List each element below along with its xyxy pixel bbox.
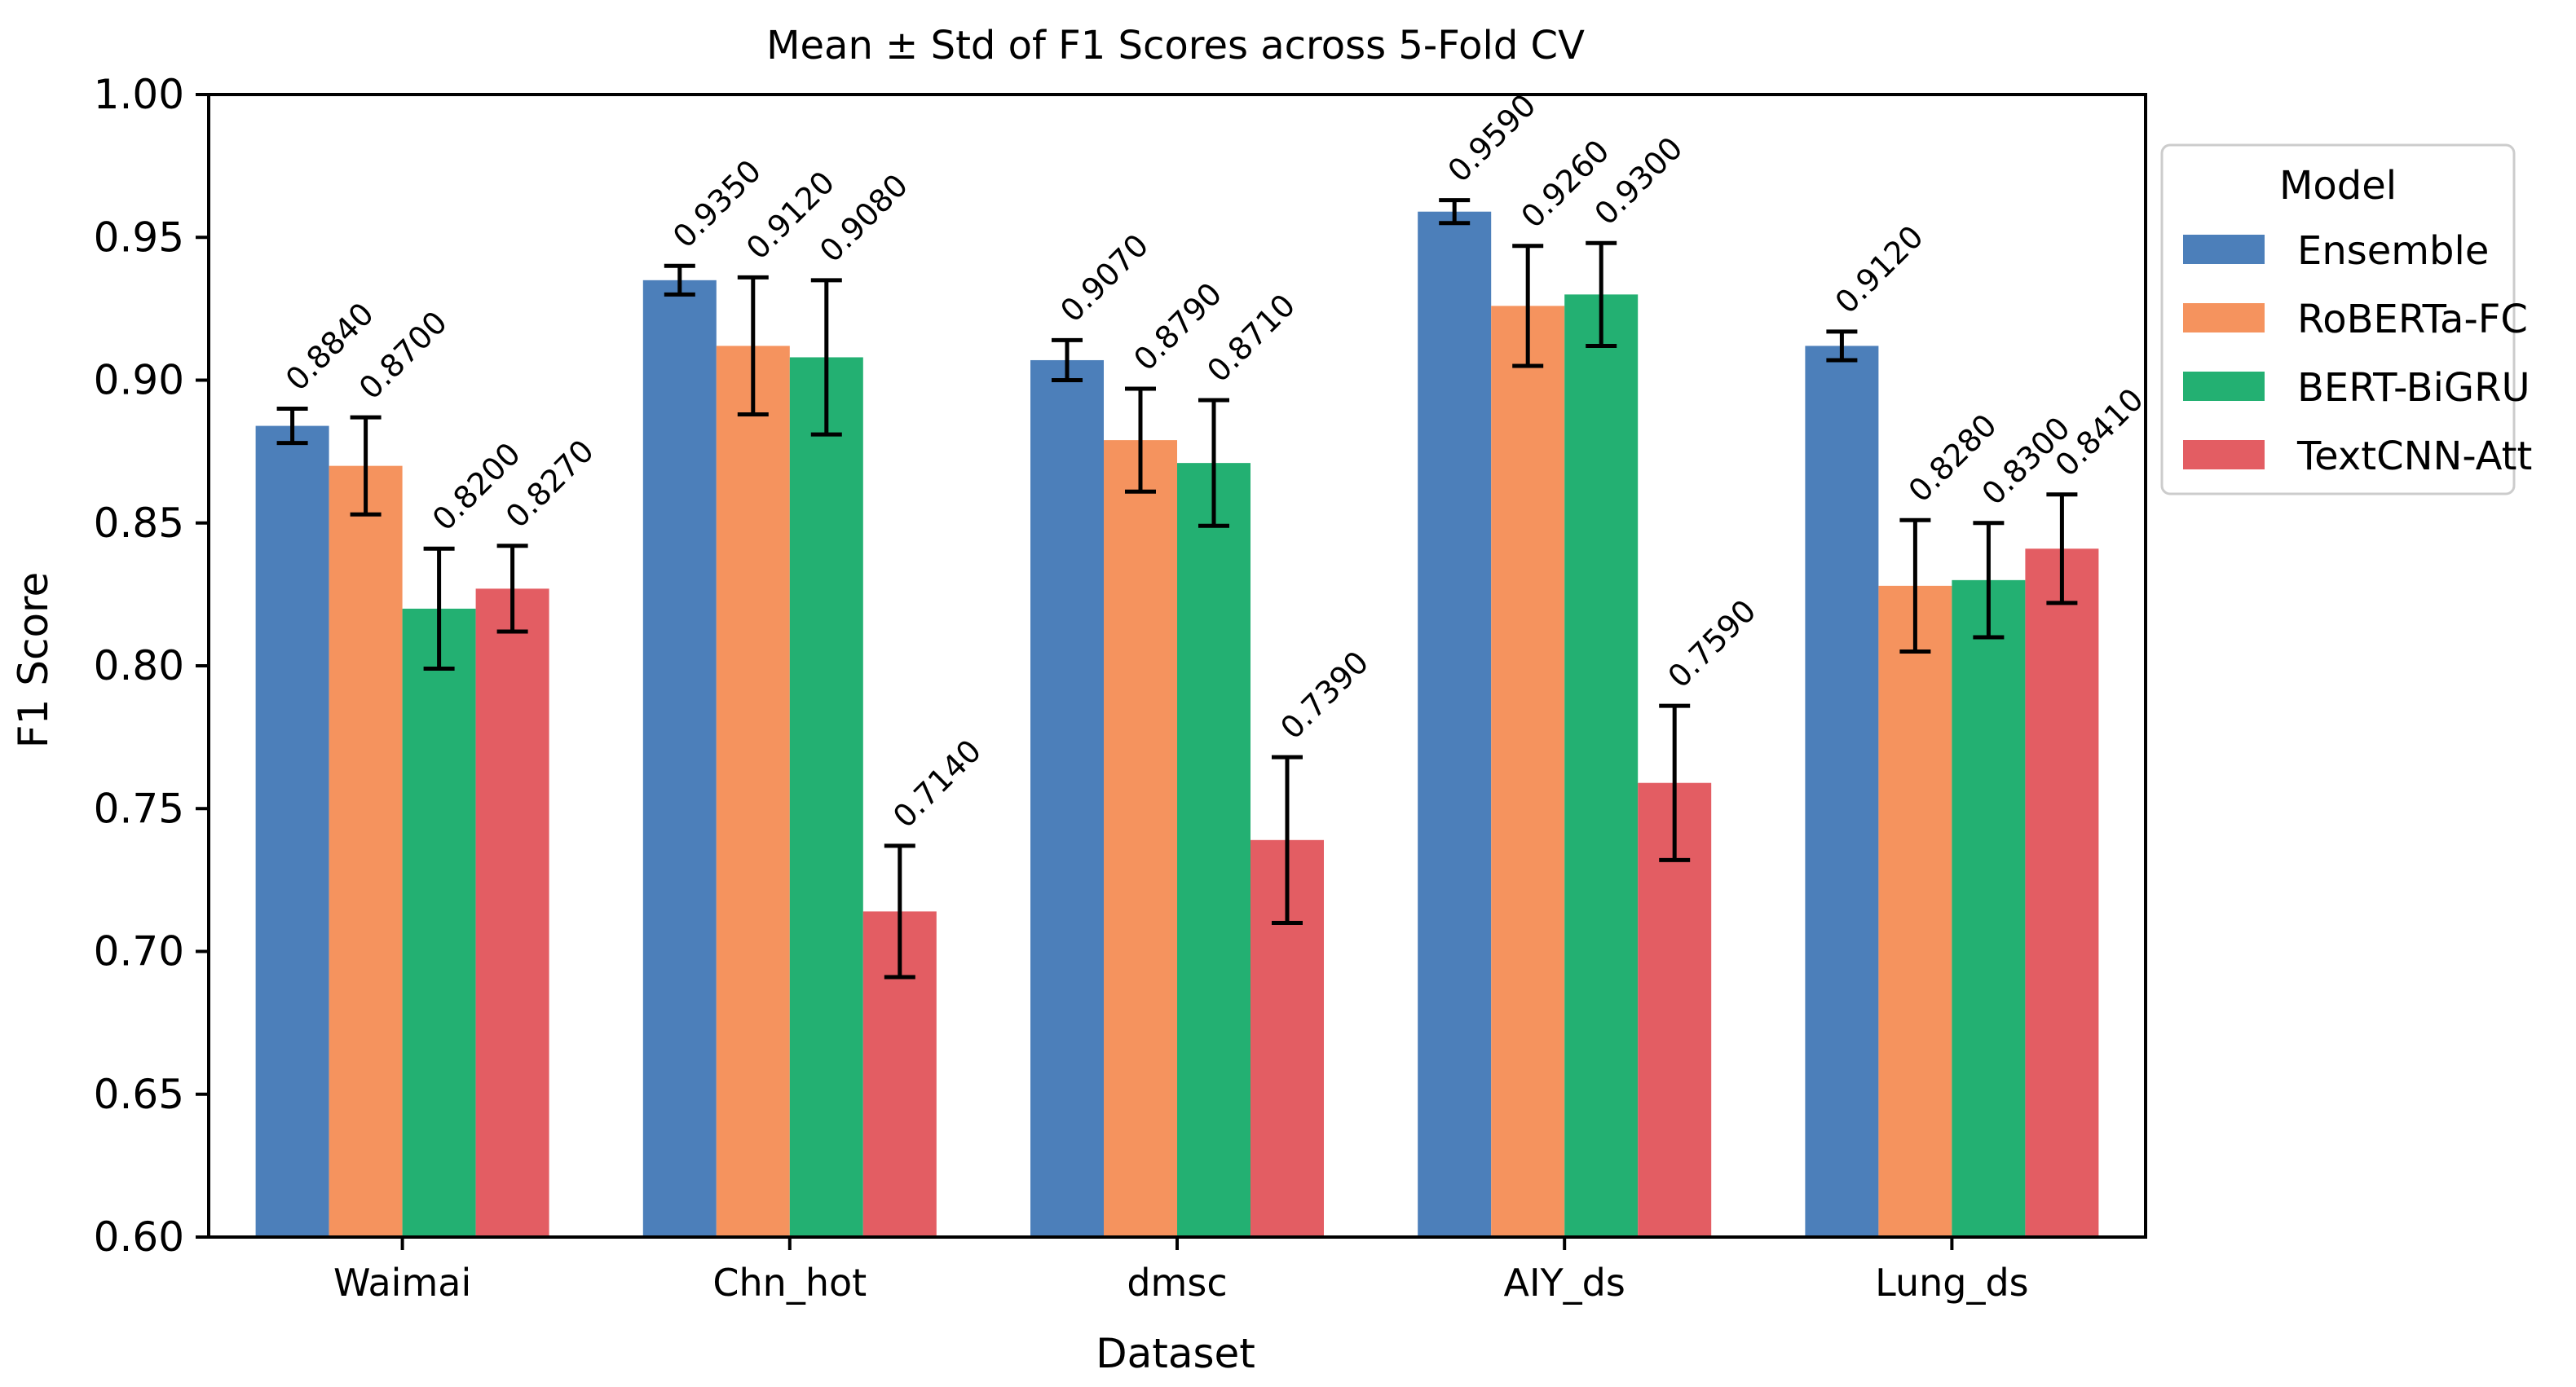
bar[interactable] [789, 357, 863, 1238]
bar[interactable] [1952, 579, 2026, 1237]
legend-entry-label: Ensemble [2297, 228, 2489, 274]
y-tick-label: 0.90 [94, 357, 184, 404]
bar[interactable] [475, 588, 549, 1237]
legend-entry-label: TextCNN-Att [2296, 434, 2532, 479]
bar-value-label: 0.9070 [1053, 227, 1155, 329]
legend-entry-label: BERT-BiGRU [2297, 365, 2530, 411]
bar-value-label: 0.7390 [1273, 644, 1375, 746]
bar[interactable] [1564, 294, 1639, 1238]
x-tick-label: Waimai [333, 1261, 471, 1305]
plot-area: 0.88400.93500.90700.95900.91200.87000.91… [94, 71, 2150, 1305]
y-axis-label: F1 Score [10, 572, 57, 749]
legend-title: Model [2279, 163, 2397, 209]
bar[interactable] [329, 465, 403, 1237]
bar-value-label: 0.7140 [886, 733, 988, 834]
x-axis-label: Dataset [1096, 1330, 1255, 1377]
bar[interactable] [255, 425, 329, 1237]
bar[interactable] [716, 346, 790, 1238]
y-tick-label: 0.80 [94, 642, 184, 689]
bar[interactable] [1878, 585, 1952, 1237]
legend-entry-label: RoBERTa-FC [2297, 297, 2528, 342]
chart-title: Mean ± Std of F1 Scores across 5-Fold CV [766, 23, 1585, 68]
y-tick-label: 0.85 [94, 500, 184, 547]
y-tick-label: 0.65 [94, 1071, 184, 1118]
y-tick-label: 0.60 [94, 1213, 184, 1261]
legend-swatch [2183, 372, 2265, 401]
bar[interactable] [1177, 463, 1251, 1237]
bar-value-label: 0.7590 [1661, 592, 1762, 694]
y-tick-label: 1.00 [94, 71, 184, 118]
legend-swatch [2183, 235, 2265, 264]
legend-swatch [2183, 440, 2265, 469]
y-tick-label: 0.70 [94, 928, 184, 975]
y-tick-label: 0.95 [94, 214, 184, 261]
x-tick-label: Chn_hot [712, 1261, 867, 1305]
legend-frame [2160, 143, 2516, 495]
bar[interactable] [402, 608, 476, 1237]
bar-value-label: 0.9590 [1440, 87, 1542, 189]
bar-value-label: 0.9120 [1828, 218, 1930, 320]
bar[interactable] [1030, 359, 1104, 1238]
legend: Model Ensemble RoBERTa-FC BERT-BiGRU TextCN… [2160, 143, 2532, 495]
bar[interactable] [1104, 440, 1177, 1237]
x-tick-label: AIY_ds [1504, 1261, 1625, 1305]
bar[interactable] [642, 280, 717, 1238]
y-tick-label: 0.75 [94, 785, 184, 832]
bar[interactable] [1805, 346, 1879, 1238]
legend-swatch [2183, 303, 2265, 332]
bar[interactable] [1418, 211, 1492, 1238]
bar[interactable] [2025, 548, 2099, 1237]
x-tick-label: dmsc [1127, 1261, 1227, 1305]
x-tick-label: Lung_ds [1875, 1261, 2029, 1305]
bar[interactable] [1491, 306, 1565, 1237]
